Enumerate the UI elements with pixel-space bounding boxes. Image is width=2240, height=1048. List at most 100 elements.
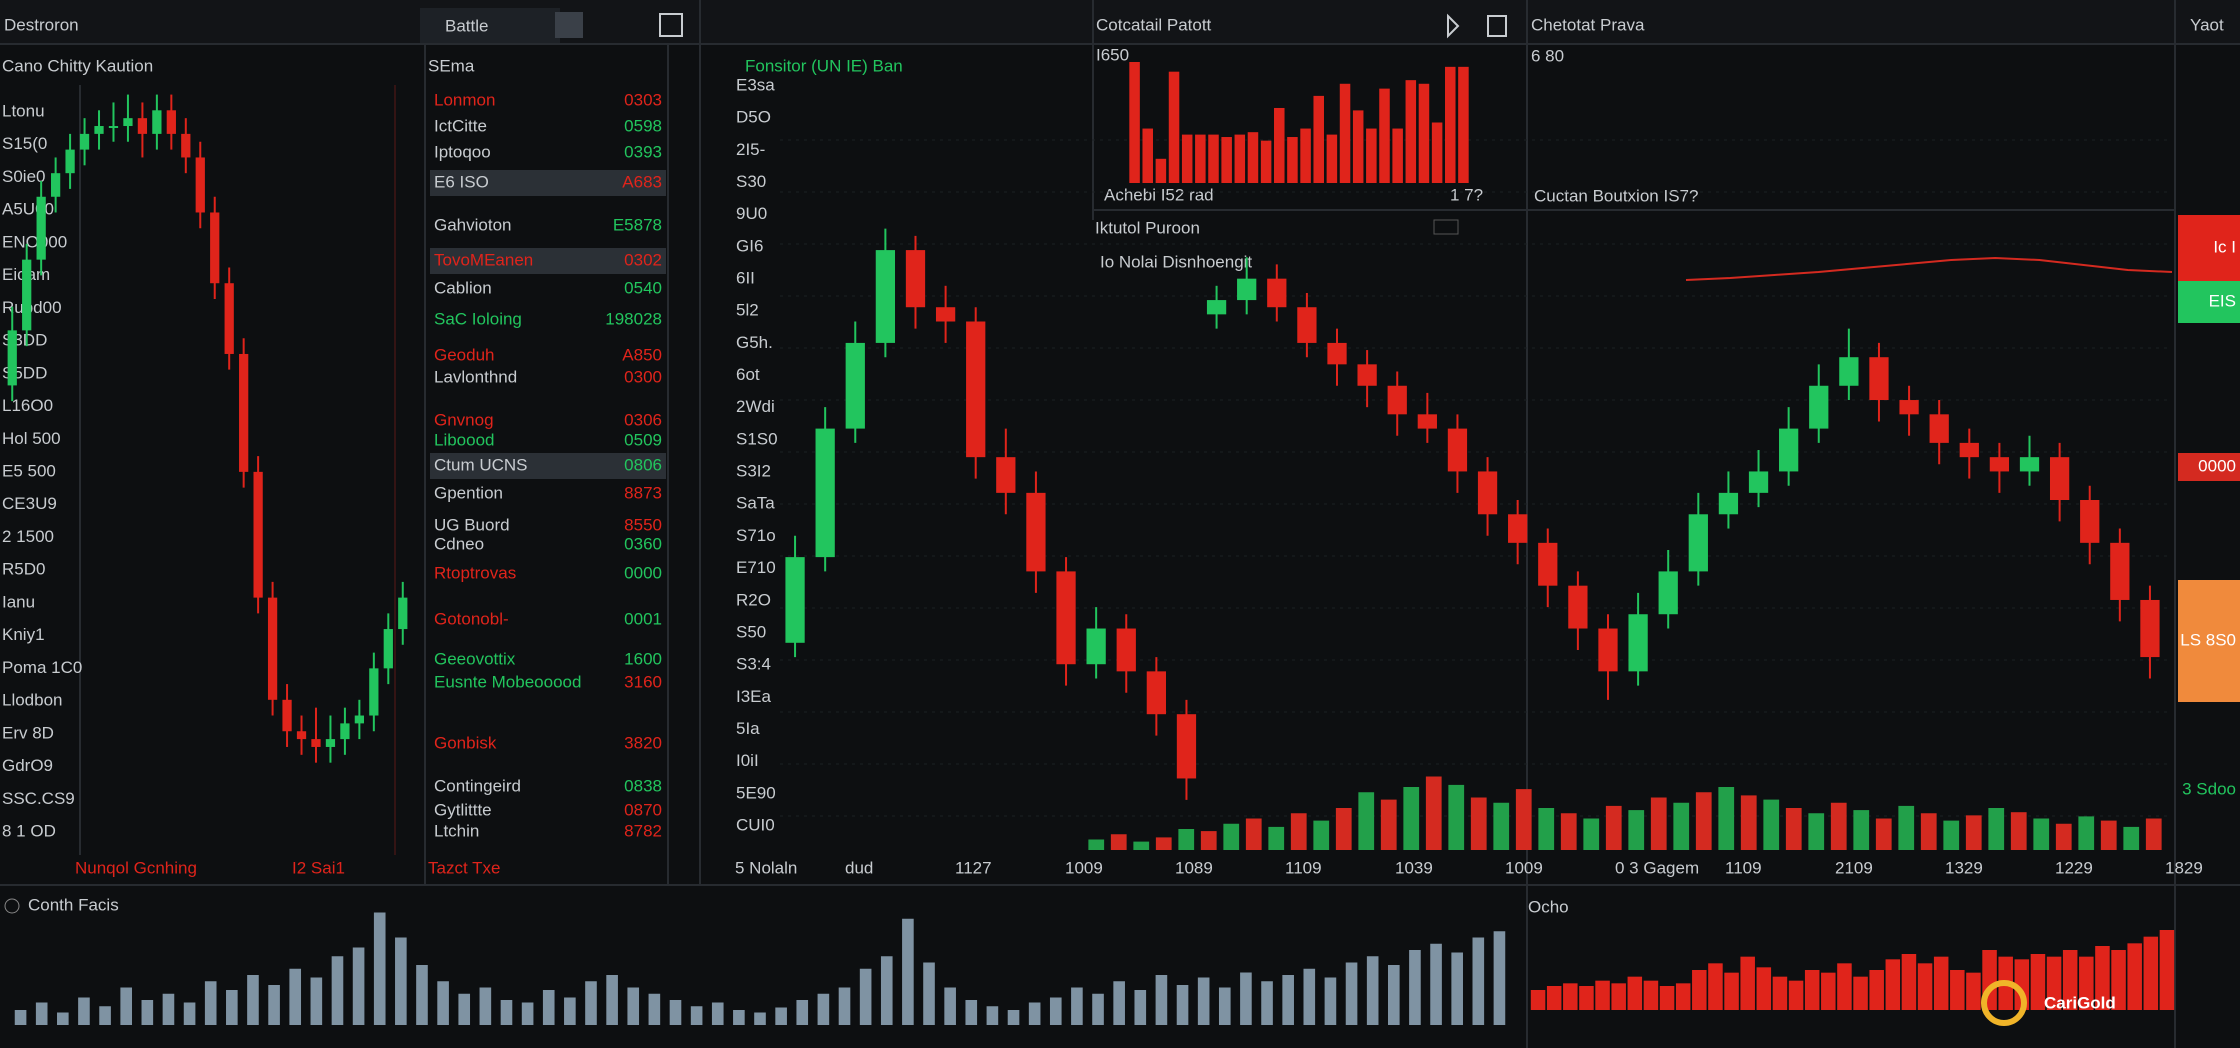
axis-label: I0iI: [736, 751, 759, 770]
bar: [1772, 976, 1788, 1010]
bar: [1409, 950, 1421, 1025]
bar: [57, 1012, 69, 1025]
caption: Cuctan Boutxion IS7?: [1534, 186, 1698, 205]
bar: [648, 993, 661, 1025]
panel-title: Conth Facis: [28, 895, 119, 914]
bar: [1155, 975, 1168, 1025]
candle-body: [1779, 428, 1799, 472]
row-name: E6 ISO: [434, 172, 489, 191]
bar: [1788, 980, 1804, 1010]
axis-label: Erv 8D: [2, 723, 54, 742]
bar: [120, 987, 133, 1025]
row-value: 0360: [624, 534, 662, 553]
bar: [1611, 983, 1626, 1010]
bar: [2145, 818, 2162, 850]
row-name: Gotonobl-: [434, 609, 509, 628]
bar: [1007, 1010, 1020, 1025]
bar: [1282, 975, 1294, 1025]
candle-body: [79, 133, 90, 150]
candle-body: [1538, 542, 1558, 586]
icon[interactable]: [659, 13, 683, 37]
bar: [1675, 983, 1691, 1010]
row-highlight: [430, 170, 666, 196]
row-value: 0302: [624, 250, 662, 269]
bar: [1418, 83, 1430, 183]
bar: [479, 987, 492, 1025]
bar: [585, 981, 597, 1025]
bar: [1197, 977, 1210, 1025]
axis-label: 2I5-: [736, 140, 765, 159]
axis-label: S30: [736, 172, 766, 191]
bar: [1853, 810, 1870, 850]
candle-body: [1327, 342, 1347, 365]
axis-label: E5 500: [2, 461, 56, 480]
bar: [1853, 976, 1868, 1010]
bar: [1830, 802, 1847, 850]
axis-label: S3:4: [736, 655, 771, 674]
sub-title: Iktutol Puroon: [1095, 218, 1200, 237]
bar: [944, 987, 956, 1025]
candle-body: [239, 353, 249, 472]
bar: [796, 1000, 809, 1025]
bar: [1515, 789, 1532, 850]
bar: [1756, 967, 1772, 1010]
candle-body: [1809, 385, 1829, 429]
candle-body: [7, 330, 17, 386]
bar: [817, 993, 830, 1025]
row-value: 3820: [624, 733, 662, 752]
row-value: 0393: [624, 142, 662, 161]
row-value: 0540: [624, 278, 662, 297]
row-value: 8782: [624, 821, 662, 840]
candle-body: [1568, 585, 1588, 629]
axis-label: Ianu: [2, 592, 35, 611]
bar: [1352, 110, 1364, 183]
panel-label: 6 80: [1531, 46, 1564, 65]
bar: [1425, 776, 1442, 850]
row-value: 0000: [624, 563, 662, 582]
tab-box[interactable]: [420, 8, 560, 44]
row-value: 0303: [624, 90, 662, 109]
row-name: Geeovottix: [434, 649, 516, 668]
bar: [2055, 823, 2072, 850]
icon[interactable]: [555, 12, 583, 38]
bar: [923, 962, 935, 1025]
bar: [542, 990, 555, 1025]
row-name: SaC Ioloing: [434, 309, 522, 328]
axis-label: 6ot: [736, 365, 760, 384]
candle-body: [815, 428, 835, 558]
row-name: Ltchin: [434, 821, 479, 840]
candle-body: [2110, 542, 2130, 600]
row-value: 8873: [624, 483, 662, 502]
bar: [1071, 987, 1083, 1025]
candle-body: [1869, 357, 1889, 401]
row-highlight: [430, 248, 666, 274]
bar: [2123, 826, 2140, 850]
bar: [1659, 986, 1675, 1010]
row-name: Lonmon: [434, 90, 495, 109]
price-tag-label: EIS: [2209, 291, 2236, 310]
bar: [35, 1002, 48, 1025]
bar: [310, 977, 323, 1025]
bar: [183, 1002, 196, 1025]
x-tick-label: 5 Nolaln: [735, 858, 797, 877]
row-value: 198028: [605, 309, 662, 328]
bar: [1092, 993, 1104, 1025]
candle-body: [354, 715, 365, 724]
bar: [1708, 963, 1723, 1010]
bar: [331, 956, 344, 1025]
axis-label: A5U00: [2, 200, 54, 219]
panel-title: SEma: [428, 56, 475, 75]
bar: [1142, 128, 1153, 183]
axis-label: Kniy1: [2, 625, 45, 644]
footer-label: Nunqol Gcnhing: [75, 858, 197, 877]
bar: [1028, 1002, 1041, 1025]
row-name: Cablion: [434, 278, 492, 297]
tab-label[interactable]: Battle: [445, 16, 488, 35]
row-name: Iptoqoo: [434, 142, 491, 161]
icon[interactable]: [1447, 13, 1507, 39]
bar: [838, 987, 851, 1025]
row-name: Gonbisk: [434, 733, 497, 752]
bar: [1875, 818, 1892, 850]
candle-body: [1839, 357, 1859, 386]
candle-body: [1056, 571, 1076, 665]
